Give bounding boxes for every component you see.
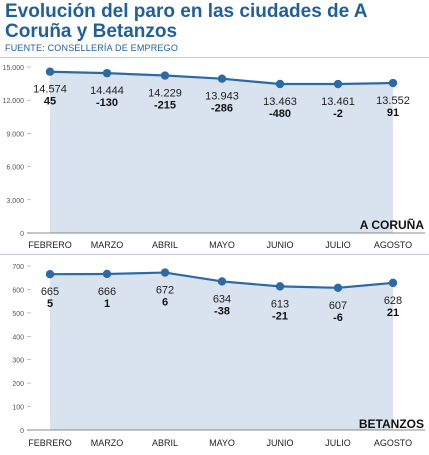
change-label-betanzos: 6 — [162, 297, 168, 309]
value-label-betanzos: 613 — [271, 298, 289, 310]
panel-label-coruna: A CORUÑA — [360, 217, 425, 232]
y-tick-label-betanzos: 600 — [12, 287, 24, 294]
y-tick-label-coruna: 3.000 — [6, 198, 24, 205]
value-label-betanzos: 665 — [41, 286, 59, 298]
change-label-coruna: -130 — [96, 97, 118, 109]
value-label-betanzos: 666 — [98, 286, 116, 298]
area-fill-coruna — [50, 71, 393, 233]
chart-title: Evolución del paro en las ciudades de A … — [5, 1, 367, 42]
y-tick-label-betanzos: 700 — [12, 264, 24, 271]
change-label-coruna: 45 — [44, 96, 56, 108]
data-point-coruna — [333, 79, 343, 89]
y-tick-label-betanzos: 300 — [12, 358, 24, 365]
x-category-label-coruna: FEBRERO — [28, 240, 72, 250]
data-point-betanzos — [45, 270, 55, 279]
value-label-coruna: 13.463 — [263, 96, 297, 108]
y-tick-label-coruna: 6.000 — [6, 165, 24, 172]
change-label-betanzos: 21 — [387, 307, 399, 319]
x-category-label-betanzos: FEBRERO — [28, 438, 72, 448]
x-category-label-coruna: MARZO — [91, 240, 124, 250]
value-label-coruna: 13.461 — [321, 96, 355, 108]
x-category-label-coruna: AGOSTO — [374, 240, 412, 250]
y-tick-label-coruna: 15.000 — [3, 65, 25, 72]
x-category-label-coruna: ABRIL — [152, 240, 178, 250]
value-label-coruna: 13.552 — [376, 95, 410, 107]
change-label-betanzos: -38 — [214, 305, 230, 317]
data-point-betanzos — [333, 283, 343, 292]
y-tick-label-betanzos: 400 — [12, 334, 24, 341]
x-category-label-betanzos: AGOSTO — [374, 438, 412, 448]
value-label-coruna: 14.229 — [148, 88, 182, 100]
data-point-coruna — [275, 79, 285, 89]
change-label-coruna: -2 — [333, 108, 343, 120]
y-tick-label-coruna: 0 — [20, 231, 24, 238]
x-category-label-coruna: JULIO — [325, 240, 351, 250]
y-tick-label-coruna: 12.000 — [3, 98, 25, 105]
y-tick-label-betanzos: 200 — [12, 381, 24, 388]
y-tick-label-betanzos: 100 — [12, 405, 24, 412]
x-category-label-betanzos: MARZO — [91, 438, 124, 448]
change-label-betanzos: -21 — [272, 310, 288, 322]
x-category-label-betanzos: ABRIL — [152, 438, 178, 448]
value-label-betanzos: 634 — [213, 293, 231, 305]
divider-middle — [0, 254, 429, 255]
change-label-coruna: -215 — [154, 100, 176, 112]
data-point-betanzos — [388, 278, 398, 288]
data-point-coruna — [102, 68, 112, 78]
change-label-coruna: -480 — [269, 108, 291, 120]
x-category-label-coruna: MAYO — [209, 240, 235, 250]
panel-label-betanzos: BETANZOS — [359, 417, 424, 431]
y-tick-label-betanzos: 500 — [12, 311, 24, 318]
change-label-betanzos: -6 — [333, 312, 343, 324]
chart-source: FUENTE: CONSELLERÍA DE EMPREGO — [5, 43, 179, 53]
data-point-coruna — [388, 78, 398, 88]
data-point-coruna — [217, 74, 227, 83]
data-point-betanzos — [160, 268, 170, 277]
value-label-betanzos: 672 — [156, 285, 174, 297]
data-point-betanzos — [102, 269, 112, 279]
change-label-coruna: -286 — [211, 103, 233, 115]
data-point-coruna — [160, 71, 170, 80]
data-point-coruna — [45, 67, 55, 76]
value-label-coruna: 14.574 — [33, 84, 67, 96]
value-label-betanzos: 607 — [329, 300, 347, 312]
change-label-betanzos: 5 — [47, 298, 53, 310]
change-label-coruna: 91 — [387, 107, 399, 119]
x-category-label-betanzos: JULIO — [325, 438, 351, 448]
x-category-label-betanzos: MAYO — [209, 438, 235, 448]
value-label-coruna: 13.943 — [205, 91, 239, 103]
change-label-betanzos: 1 — [104, 298, 110, 310]
area-fill-betanzos — [50, 272, 393, 430]
x-category-label-coruna: JUNIO — [267, 240, 294, 250]
x-category-label-betanzos: JUNIO — [267, 438, 294, 448]
data-point-betanzos — [275, 282, 285, 291]
value-label-betanzos: 628 — [384, 295, 402, 307]
y-tick-label-betanzos: 0 — [20, 428, 24, 435]
y-tick-label-coruna: 9.000 — [6, 131, 24, 138]
value-label-coruna: 14.444 — [90, 85, 124, 97]
data-point-betanzos — [217, 277, 227, 286]
divider-top — [0, 57, 429, 58]
